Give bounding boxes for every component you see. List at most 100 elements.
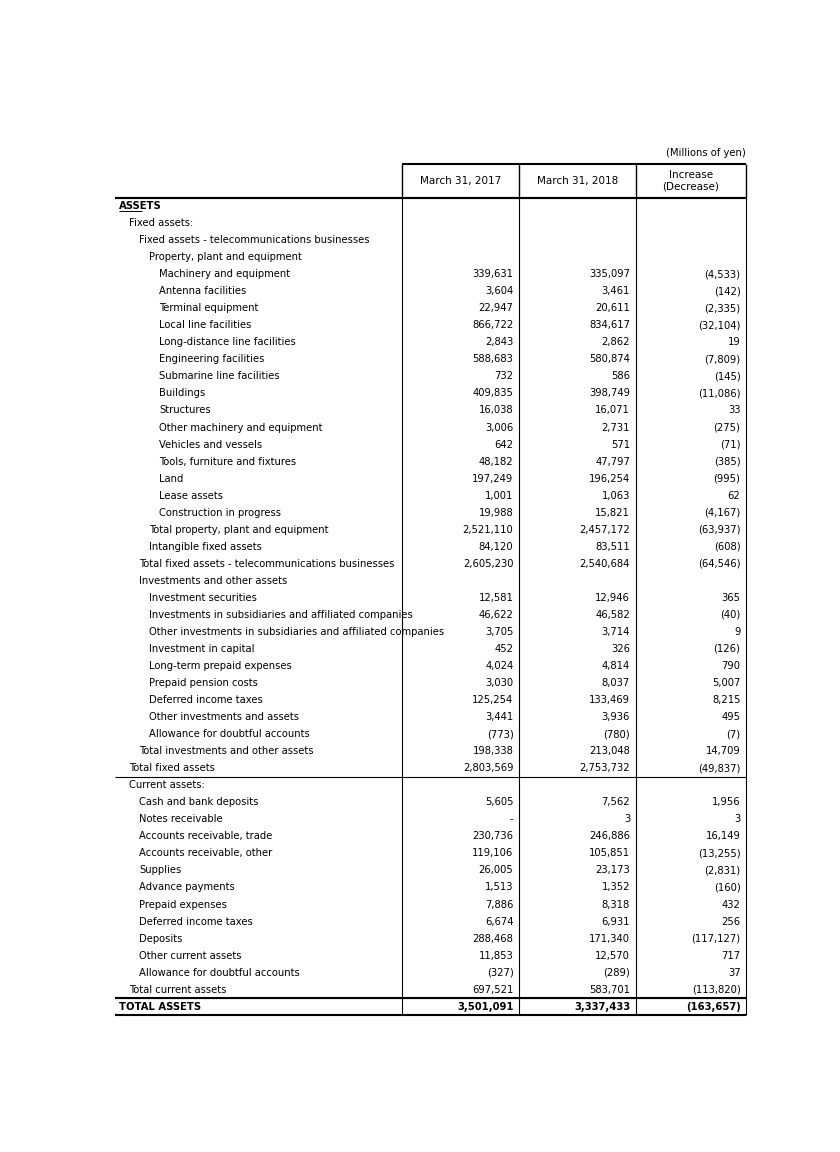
Text: Advance payments: Advance payments xyxy=(139,882,235,893)
Text: Terminal equipment: Terminal equipment xyxy=(160,303,259,313)
Text: Lease assets: Lease assets xyxy=(160,491,223,501)
Text: (608): (608) xyxy=(714,541,741,552)
Text: (13,255): (13,255) xyxy=(698,848,741,858)
Text: Cash and bank deposits: Cash and bank deposits xyxy=(139,797,259,808)
Text: Long-term prepaid expenses: Long-term prepaid expenses xyxy=(150,661,292,670)
Text: 365: 365 xyxy=(722,593,741,602)
Text: 12,581: 12,581 xyxy=(479,593,513,602)
Text: Antenna facilities: Antenna facilities xyxy=(160,286,246,296)
Text: 15,821: 15,821 xyxy=(596,508,630,517)
Text: Total fixed assets - telecommunications businesses: Total fixed assets - telecommunications … xyxy=(139,559,395,569)
Text: 11,853: 11,853 xyxy=(479,950,513,961)
Text: 717: 717 xyxy=(722,950,741,961)
Text: Prepaid expenses: Prepaid expenses xyxy=(139,900,227,910)
Text: Total investments and other assets: Total investments and other assets xyxy=(139,746,313,756)
Text: Fixed assets - telecommunications businesses: Fixed assets - telecommunications busine… xyxy=(139,235,370,245)
Text: 583,701: 583,701 xyxy=(589,985,630,994)
Text: Intangible fixed assets: Intangible fixed assets xyxy=(150,541,262,552)
Text: 12,946: 12,946 xyxy=(596,593,630,602)
Text: (63,937): (63,937) xyxy=(698,525,741,535)
Text: 2,731: 2,731 xyxy=(601,423,630,432)
Text: Investments and other assets: Investments and other assets xyxy=(139,576,287,586)
Text: Investment securities: Investment securities xyxy=(150,593,257,602)
Text: Accounts receivable, other: Accounts receivable, other xyxy=(139,848,272,858)
Text: 571: 571 xyxy=(611,440,630,449)
Text: Other investments in subsidiaries and affiliated companies: Other investments in subsidiaries and af… xyxy=(150,627,444,637)
Text: 2,803,569: 2,803,569 xyxy=(463,764,513,773)
Text: 834,617: 834,617 xyxy=(589,320,630,331)
Text: 6,931: 6,931 xyxy=(601,917,630,926)
Text: 12,570: 12,570 xyxy=(596,950,630,961)
Text: 14,709: 14,709 xyxy=(706,746,741,756)
Text: March 31, 2017: March 31, 2017 xyxy=(420,175,501,185)
Text: 196,254: 196,254 xyxy=(589,473,630,484)
Text: 125,254: 125,254 xyxy=(472,695,513,705)
Text: 432: 432 xyxy=(722,900,741,910)
Text: 171,340: 171,340 xyxy=(589,933,630,943)
Text: Allowance for doubtful accounts: Allowance for doubtful accounts xyxy=(150,729,310,740)
Text: Total property, plant and equipment: Total property, plant and equipment xyxy=(150,525,328,535)
Text: Fixed assets:: Fixed assets: xyxy=(129,218,193,228)
Text: 16,071: 16,071 xyxy=(596,406,630,416)
Text: 105,851: 105,851 xyxy=(589,848,630,858)
Text: 2,457,172: 2,457,172 xyxy=(580,525,630,535)
Text: (7): (7) xyxy=(727,729,741,740)
Text: 790: 790 xyxy=(722,661,741,670)
Text: Total current assets: Total current assets xyxy=(129,985,227,994)
Text: 6,674: 6,674 xyxy=(485,917,513,926)
Text: (4,167): (4,167) xyxy=(704,508,741,517)
Text: 48,182: 48,182 xyxy=(479,456,513,467)
Text: 2,843: 2,843 xyxy=(486,338,513,348)
Text: 642: 642 xyxy=(495,440,513,449)
Text: (145): (145) xyxy=(714,371,741,381)
Text: (385): (385) xyxy=(714,456,741,467)
Text: (126): (126) xyxy=(714,644,741,654)
Text: Deferred income taxes: Deferred income taxes xyxy=(139,917,253,926)
Text: 1,956: 1,956 xyxy=(711,797,741,808)
Text: (71): (71) xyxy=(720,440,741,449)
Text: Investments in subsidiaries and affiliated companies: Investments in subsidiaries and affiliat… xyxy=(150,609,413,620)
Text: Total fixed assets: Total fixed assets xyxy=(129,764,215,773)
Text: March 31, 2018: March 31, 2018 xyxy=(537,175,617,185)
Text: 256: 256 xyxy=(722,917,741,926)
Text: 409,835: 409,835 xyxy=(473,388,513,399)
Text: 22,947: 22,947 xyxy=(479,303,513,313)
Text: (2,831): (2,831) xyxy=(705,865,741,876)
Text: 2,605,230: 2,605,230 xyxy=(463,559,513,569)
Text: (163,657): (163,657) xyxy=(685,1002,741,1011)
Text: 2,521,110: 2,521,110 xyxy=(463,525,513,535)
Text: 9: 9 xyxy=(734,627,741,637)
Text: 339,631: 339,631 xyxy=(472,270,513,279)
Text: 3,705: 3,705 xyxy=(485,627,513,637)
Text: 3,714: 3,714 xyxy=(601,627,630,637)
Text: 47,797: 47,797 xyxy=(596,456,630,467)
Text: Investment in capital: Investment in capital xyxy=(150,644,255,654)
Text: 3: 3 xyxy=(624,814,630,825)
Text: 732: 732 xyxy=(495,371,513,381)
Text: (780): (780) xyxy=(603,729,630,740)
Text: (2,335): (2,335) xyxy=(705,303,741,313)
Text: 3,501,091: 3,501,091 xyxy=(457,1002,513,1011)
Text: Submarine line facilities: Submarine line facilities xyxy=(160,371,280,381)
Text: 1,513: 1,513 xyxy=(485,882,513,893)
Text: 198,338: 198,338 xyxy=(473,746,513,756)
Text: 5,605: 5,605 xyxy=(485,797,513,808)
Text: 3,604: 3,604 xyxy=(486,286,513,296)
Text: 2,862: 2,862 xyxy=(601,338,630,348)
Text: 197,249: 197,249 xyxy=(472,473,513,484)
Text: (49,837): (49,837) xyxy=(698,764,741,773)
Text: 8,318: 8,318 xyxy=(601,900,630,910)
Text: 3,006: 3,006 xyxy=(486,423,513,432)
Text: 8,215: 8,215 xyxy=(712,695,741,705)
Text: (40): (40) xyxy=(720,609,741,620)
Text: 19,988: 19,988 xyxy=(479,508,513,517)
Text: 495: 495 xyxy=(722,712,741,722)
Text: 26,005: 26,005 xyxy=(479,865,513,876)
Text: Tools, furniture and fixtures: Tools, furniture and fixtures xyxy=(160,456,297,467)
Text: 697,521: 697,521 xyxy=(472,985,513,994)
Text: Allowance for doubtful accounts: Allowance for doubtful accounts xyxy=(139,968,300,978)
Text: 3,936: 3,936 xyxy=(601,712,630,722)
Text: (11,086): (11,086) xyxy=(698,388,741,399)
Text: 3,461: 3,461 xyxy=(601,286,630,296)
Text: 452: 452 xyxy=(495,644,513,654)
